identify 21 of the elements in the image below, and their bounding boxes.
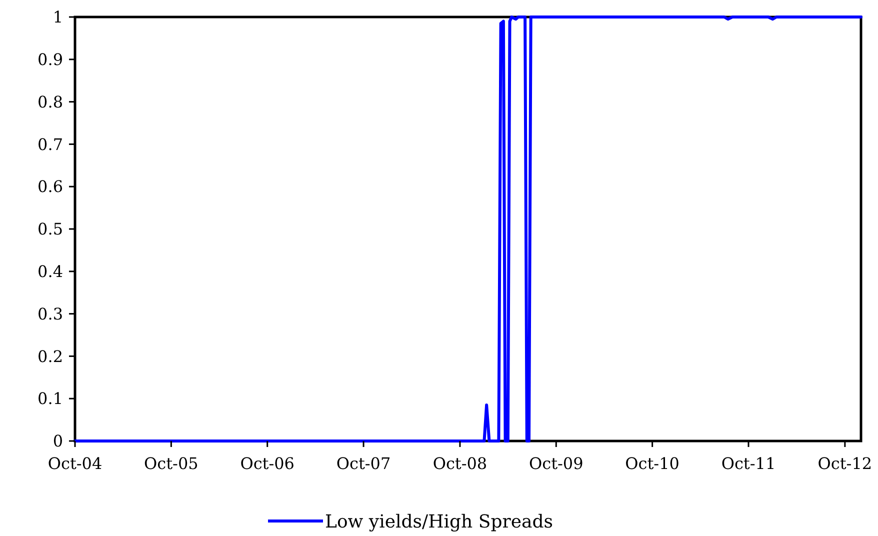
legend-label: Low yields/High Spreads xyxy=(325,511,553,532)
y-tick-label: 0.7 xyxy=(38,134,63,154)
x-tick-label: Oct-11 xyxy=(721,454,776,473)
x-tick-label: Oct-10 xyxy=(625,454,680,473)
y-tick-label: 0 xyxy=(52,432,63,451)
y-tick-label: 0.4 xyxy=(38,262,63,281)
y-tick-label: 0.3 xyxy=(38,304,63,324)
x-tick-label: Oct-05 xyxy=(144,454,198,473)
x-tick-label: Oct-12 xyxy=(818,454,872,473)
x-tick-label: Oct-08 xyxy=(432,454,488,473)
y-tick-label: 0.5 xyxy=(38,220,63,239)
x-tick-label: Oct-04 xyxy=(48,454,102,473)
y-tick-label: 1 xyxy=(52,8,63,27)
x-tick-label: Oct-09 xyxy=(529,454,584,473)
y-tick-label: 0.8 xyxy=(38,92,63,112)
x-tick-label: Oct-07 xyxy=(336,454,391,473)
y-tick-label: 0.6 xyxy=(38,177,63,196)
y-tick-label: 0.2 xyxy=(38,346,63,366)
y-tick-label: 0.9 xyxy=(38,50,63,69)
y-tick-label: 0.1 xyxy=(38,389,63,408)
x-tick-label: Oct-06 xyxy=(240,454,294,473)
